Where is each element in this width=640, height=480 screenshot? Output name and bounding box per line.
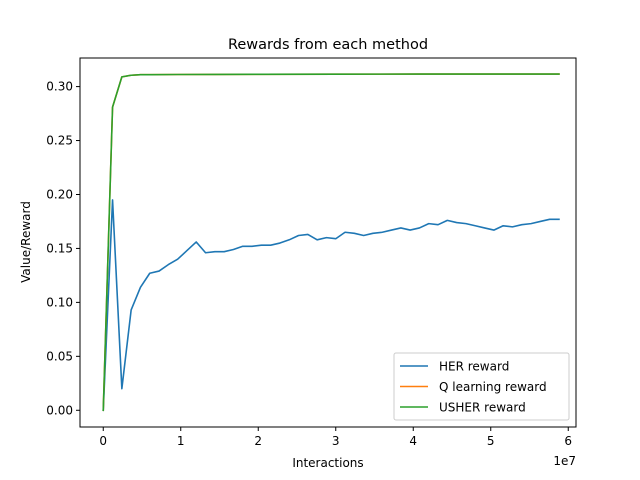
x-axis-label: Interactions: [292, 456, 363, 470]
x-axis-ticks: 0 1 2 3 4 5 6: [99, 427, 572, 448]
legend-label-usher-reward: USHER reward: [439, 401, 526, 415]
legend-frame: [393, 352, 570, 421]
y-axis-ticks: 0.00 0.05 0.10 0.15 0.20 0.25 0.30: [46, 80, 80, 417]
y-tick-label: 0.25: [46, 134, 73, 148]
y-tick-label: 0.15: [46, 241, 73, 255]
axes: [79, 57, 577, 428]
plot-frame: [79, 57, 577, 428]
series-layer: [102, 73, 560, 412]
legend-label-q-learning-reward: Q learning reward: [439, 380, 547, 394]
series-line-usher-reward: [102, 73, 560, 412]
x-tick-label: 6: [564, 434, 572, 448]
y-tick-label: 0.20: [46, 187, 73, 201]
x-tick-label: 4: [409, 434, 417, 448]
x-tick-label: 5: [487, 434, 495, 448]
chart-title: Rewards from each method: [228, 37, 428, 53]
y-axis-label: Value/Reward: [19, 201, 33, 283]
x-tick-label: 1: [177, 434, 185, 448]
y-tick-label: 0.05: [46, 349, 73, 363]
y-tick-label: 0.30: [46, 80, 73, 94]
x-tick-label: 0: [99, 434, 107, 448]
y-tick-label: 0.00: [46, 403, 73, 417]
legend: HER reward Q learning reward USHER reward: [393, 352, 570, 421]
x-axis-offset-label: 1e7: [553, 454, 576, 468]
y-tick-label: 0.10: [46, 295, 73, 309]
legend-label-her-reward: HER reward: [439, 360, 509, 374]
x-tick-label: 3: [332, 434, 340, 448]
series-line-her-reward: [102, 199, 560, 412]
x-tick-label: 2: [254, 434, 262, 448]
